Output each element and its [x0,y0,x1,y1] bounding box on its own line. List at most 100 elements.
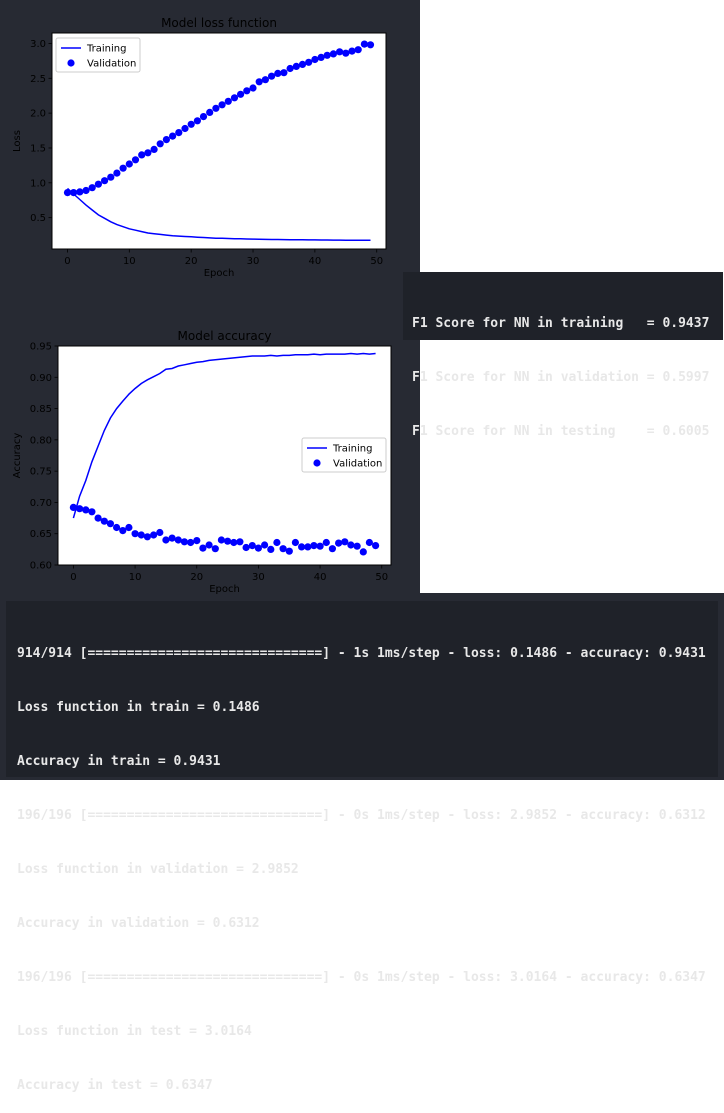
validation-point [316,542,324,550]
validation-point [187,120,195,128]
validation-point [94,514,102,522]
validation-point [217,536,225,544]
validation-point [138,151,146,159]
validation-point [285,547,293,555]
x-axis-label: Epoch [209,584,240,595]
validation-point [113,523,121,532]
f1-line: F1 Score for NN in training = 0.9437 [412,316,710,331]
validation-point [336,48,344,56]
x-tick-label: 0 [70,572,76,583]
validation-point [156,140,164,148]
validation-point [261,541,269,549]
validation-point [359,548,367,556]
x-tick-label: 50 [375,572,388,583]
y-tick-label: 0.75 [30,467,52,478]
accuracy-chart-svg: 0 10 20 30 40 50 0.60 0.65 0.70 0.75 0.80 0.85 0.90 0… [12,329,392,595]
log-line: 196/196 [==============================]… [17,808,706,823]
y-tick-label: 2.0 [30,109,46,120]
log-line: Loss function in test = 3.0164 [17,1024,252,1039]
validation-point [187,538,195,547]
validation-point [113,169,121,177]
legend-validation-label: Validation [87,59,136,70]
validation-point [249,84,257,92]
chart-title: Model accuracy [178,329,272,343]
validation-point [328,545,336,553]
log-line: Accuracy in train = 0.9431 [17,754,221,769]
series-line-training [66,187,371,241]
validation-point [175,129,183,137]
validation-point [131,530,139,538]
validation-point [273,538,281,547]
validation-point [82,506,90,514]
accuracy-chart: 0 10 20 30 40 50 0.60 0.65 0.70 0.75 0.80 0.85 0.90 0… [0,322,400,600]
validation-point [119,164,127,172]
validation-point [254,544,262,552]
validation-point [169,132,177,140]
validation-point [119,527,127,535]
log-line: Accuracy in validation = 0.6312 [17,916,260,931]
validation-point [212,104,220,112]
log-line: Loss function in validation = 2.9852 [17,862,299,877]
validation-point [150,531,158,539]
validation-point [144,149,152,157]
y-axis-label: Accuracy [12,433,23,479]
validation-point [143,533,151,541]
legend-box [301,437,387,473]
x-tick-label: 20 [190,572,203,583]
validation-point [342,49,350,57]
y-tick-label: 0.85 [30,404,52,415]
plot-frame [51,32,387,250]
validation-point [205,541,213,549]
validation-point [88,184,96,192]
validation-point [353,542,361,550]
validation-point [224,97,232,105]
log-line: 196/196 [==============================]… [17,970,706,985]
log-line: 914/914 [==============================]… [17,646,706,661]
validation-point [267,545,275,553]
validation-point [137,531,145,539]
x-tick-label: 40 [309,256,322,267]
validation-point [94,180,102,188]
validation-point [106,520,114,528]
validation-point [274,69,282,77]
y-tick-label: 0.90 [30,373,52,384]
series-line-training [72,352,376,519]
x-tick-label: 20 [185,256,198,267]
validation-point [107,173,115,181]
chart-title: Model loss function [161,16,277,30]
validation-point [348,47,356,55]
y-tick-label: 0.95 [30,342,52,353]
validation-point [279,545,287,553]
log-line: Loss function in train = 0.1486 [17,700,260,715]
validation-point [243,87,251,95]
x-tick-label: 30 [247,256,260,267]
x-axis-label: Epoch [204,268,235,279]
validation-point [88,508,96,516]
validation-point [305,58,313,66]
y-tick-label: 0.60 [30,561,52,572]
validation-point [230,538,238,547]
x-tick-label: 10 [123,256,136,267]
y-tick-label: 1.0 [30,178,46,189]
validation-point [317,53,325,62]
validation-point [291,538,299,547]
x-tick-label: 30 [252,572,265,583]
legend-validation-swatch [313,459,321,467]
validation-point [180,538,188,546]
y-tick-label: 3.0 [30,39,46,50]
legend-validation-swatch [67,59,75,67]
validation-point [224,537,232,545]
validation-point [347,541,355,549]
y-tick-label: 0.5 [30,213,46,224]
validation-point [101,177,109,185]
loss-chart-svg: 0 10 20 30 40 50 0.5 1.0 1.5 2.0 2.5 3.0 Model loss … [12,16,387,279]
validation-point [341,538,349,546]
validation-point [63,189,72,197]
validation-point [199,113,208,121]
validation-point [181,124,189,133]
f1-line: F1 Score for NN in validation = 0.5997 [412,370,710,385]
validation-point [248,542,256,550]
y-axis-label: Loss [12,130,23,152]
validation-point [162,536,170,544]
x-tick-label: 10 [129,572,142,583]
